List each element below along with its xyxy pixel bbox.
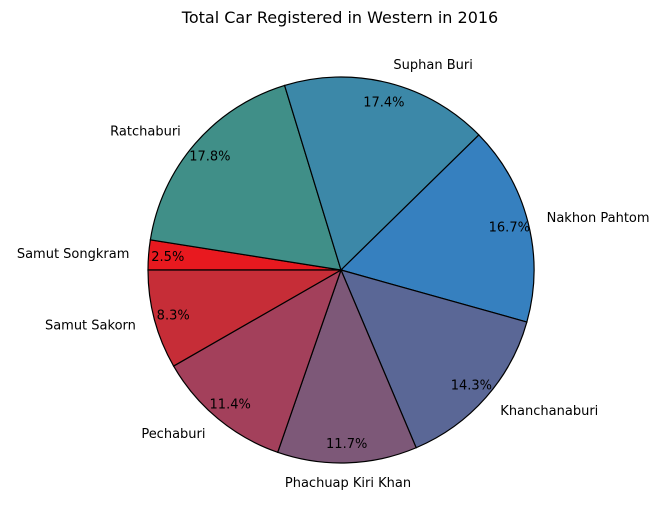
pie-slice-3	[339, 134, 535, 323]
slice-label-2: Suphan Buri	[393, 58, 472, 73]
slice-percent-1: 17.8%	[189, 150, 230, 165]
slice-label-1: Ratchaburi	[110, 124, 181, 139]
slice-label-0: Samut Songkram	[17, 247, 130, 262]
pie-slice-6	[172, 268, 343, 454]
pie-slices	[147, 76, 535, 464]
pie-slice-2	[283, 76, 480, 272]
slice-label-7: Samut Sakorn	[45, 318, 136, 333]
slice-label-5: Phachuap Kiri Khan	[285, 476, 411, 491]
pie-slice-7	[147, 269, 344, 367]
slice-label-3: Nakhon Pahtom	[547, 211, 650, 226]
slice-percent-5: 11.7%	[326, 437, 367, 452]
slice-percent-7: 8.3%	[157, 308, 190, 323]
slice-percent-3: 16.7%	[489, 220, 530, 235]
slice-percent-6: 11.4%	[210, 397, 251, 412]
slice-percent-0: 2.5%	[151, 250, 184, 265]
pie-labels: Samut Songkram 2.5% Ratchaburi 17.8% Suphan …	[17, 58, 650, 491]
pie-slice-1	[149, 84, 342, 271]
pie-slice-4	[339, 269, 528, 449]
slice-percent-2: 17.4%	[363, 95, 404, 110]
slice-percent-4: 14.3%	[451, 378, 492, 393]
pie-slice-5	[276, 268, 417, 464]
slice-label-4: Khanchanaburi	[500, 404, 598, 419]
chart-title: Total Car Registered in Western in 2016	[181, 8, 498, 27]
slice-label-6: Pechaburi	[141, 427, 205, 442]
